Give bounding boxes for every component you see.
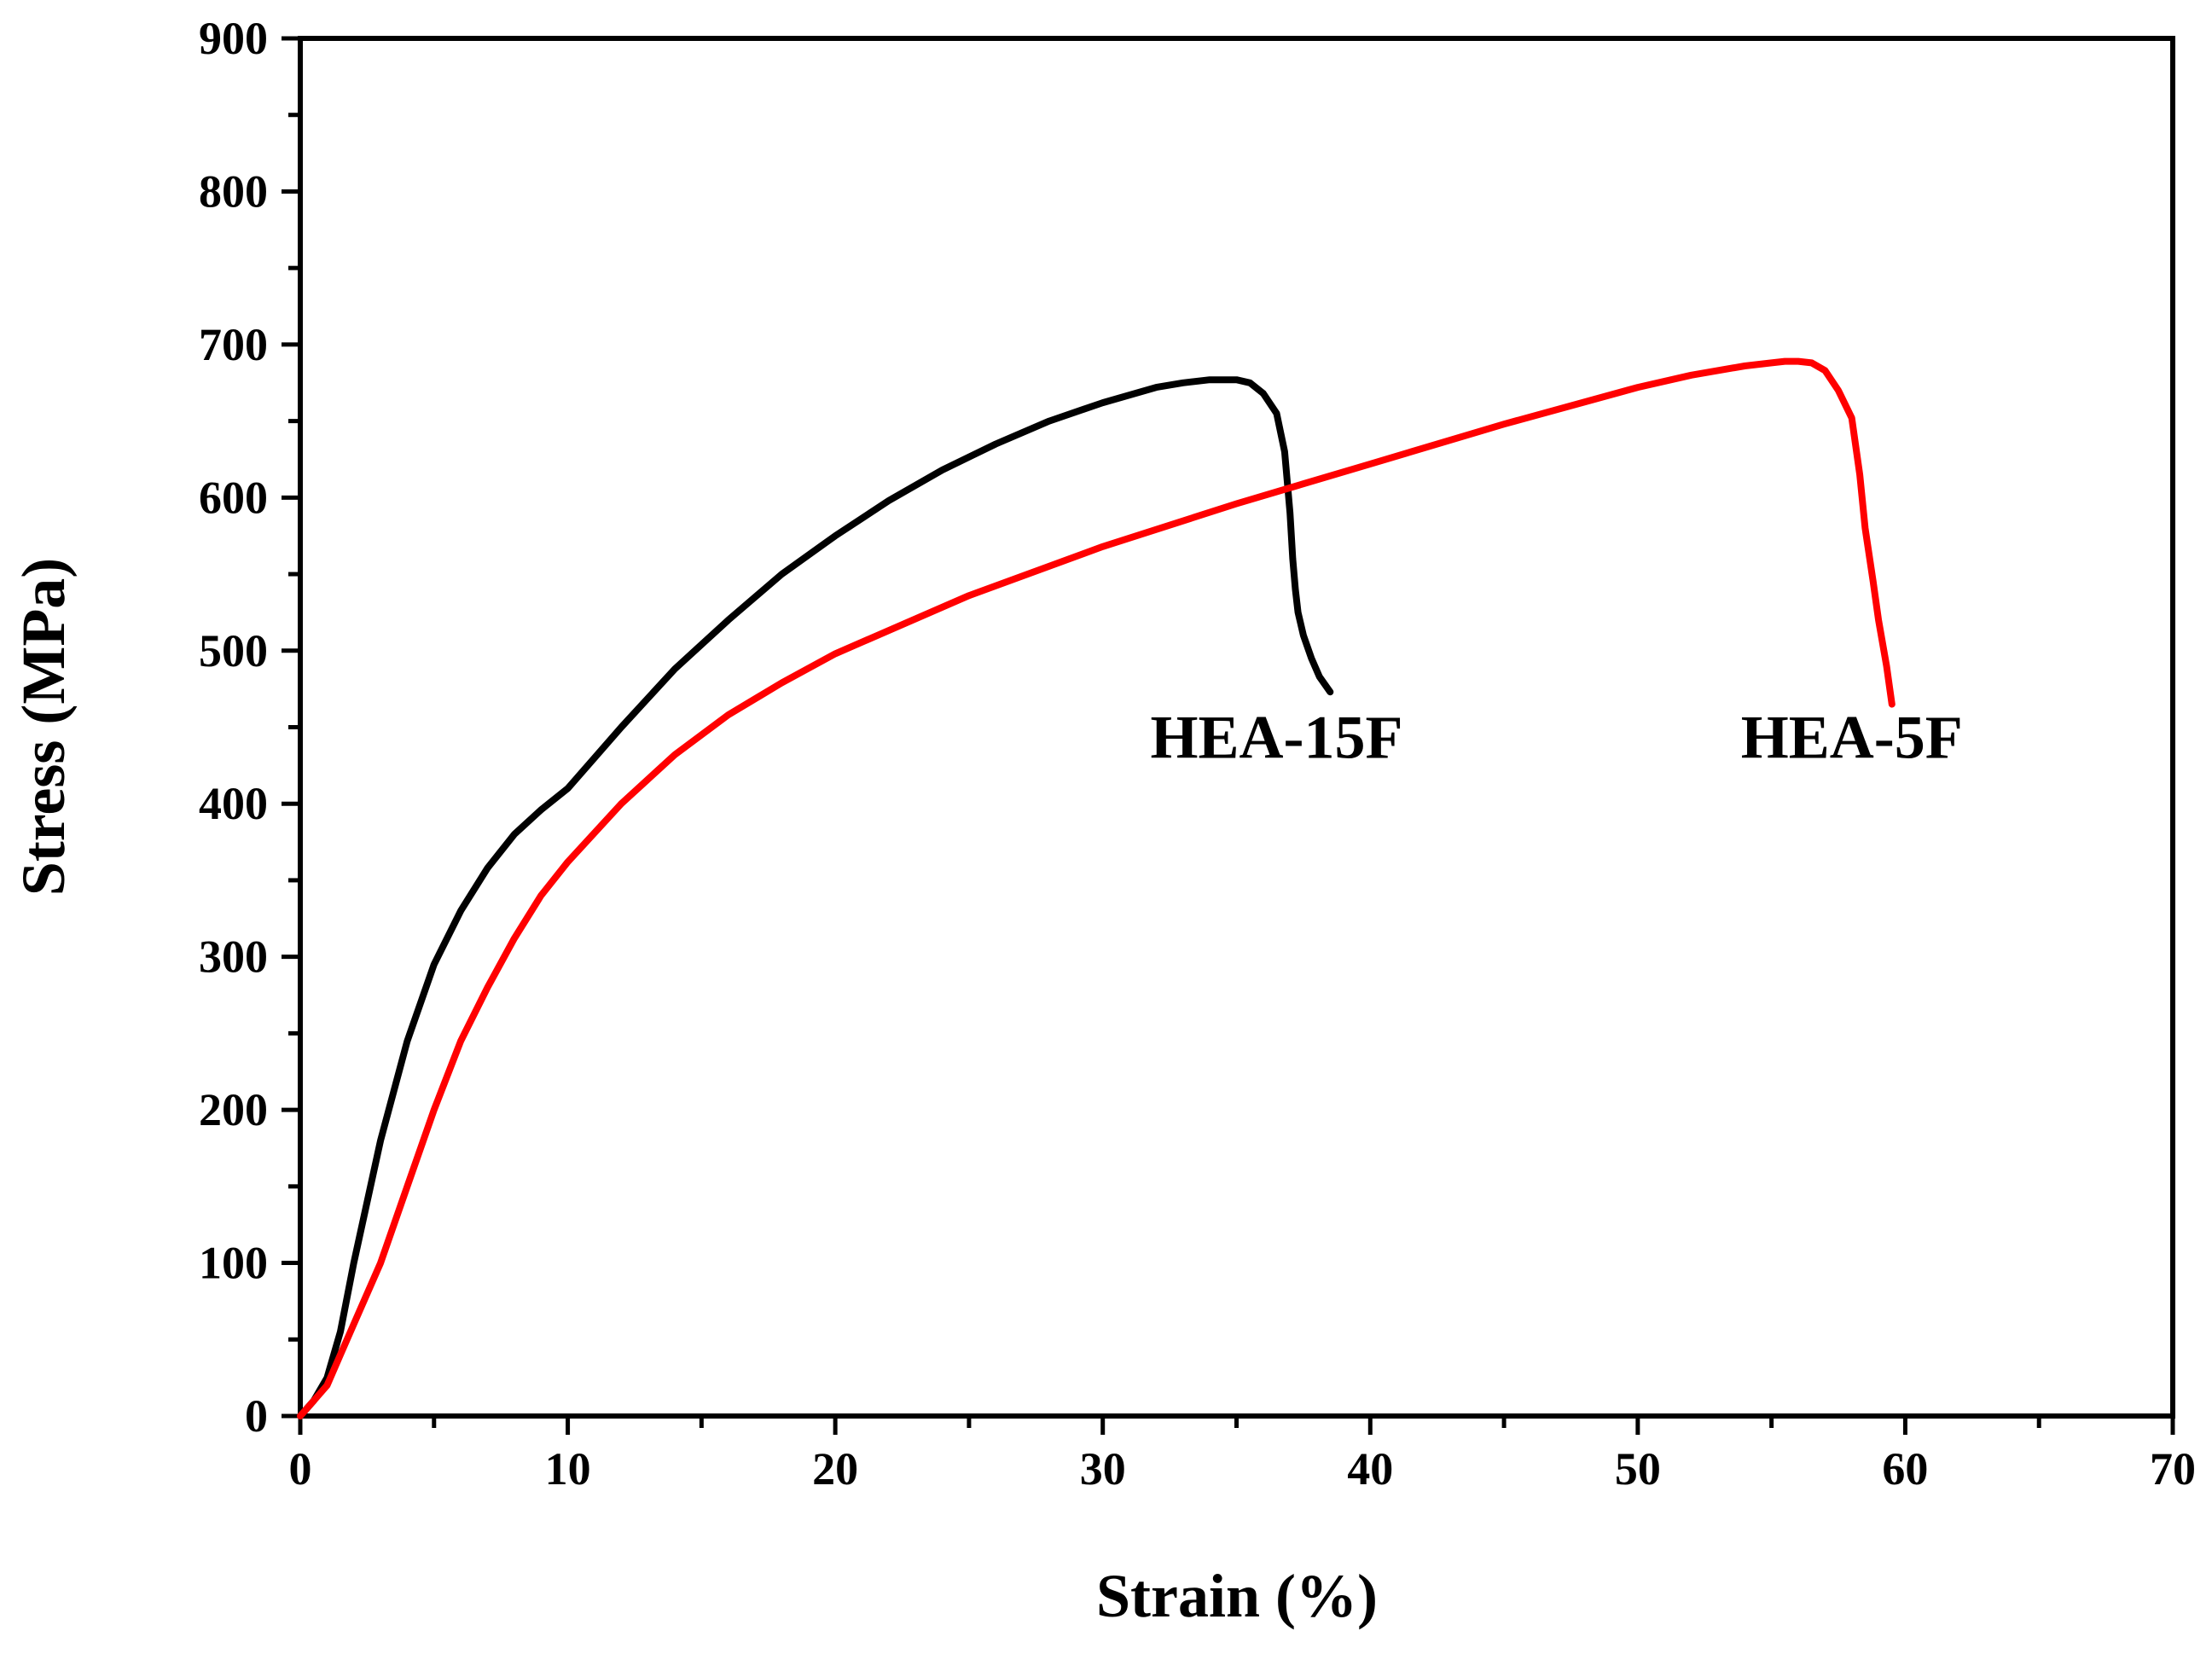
y-tick-label: 500 [199,625,268,676]
y-tick-label: 400 [199,778,268,829]
series-line-hea-15f [297,376,1334,1419]
x-tick-label: 40 [1347,1443,1393,1494]
x-tick-label: 20 [812,1443,858,1494]
y-tick-label: 0 [245,1390,268,1442]
x-tick-label: 0 [289,1443,312,1494]
x-axis-title: Strain (%) [1096,1562,1378,1630]
y-tick-label: 800 [199,165,268,217]
series-annotations: HEA-15F HEA-5F [1151,703,1963,771]
series-line-hea-5f [297,357,1896,1419]
y-tick-label: 100 [199,1238,268,1289]
series-lines [297,357,1896,1419]
x-tick-label: 10 [545,1443,591,1494]
x-tick-label: 60 [1882,1443,1928,1494]
axis-tick-labels: 0 10 20 30 40 50 60 700100200300400500600700800… [199,13,2196,1494]
series-label-hea-5f: HEA-5F [1741,703,1963,771]
series-label-hea-15f: HEA-15F [1151,703,1403,771]
x-tick-label: 50 [1615,1443,1661,1494]
y-tick-label: 700 [199,319,268,370]
x-tick-label: 30 [1080,1443,1126,1494]
y-tick-label: 200 [199,1084,268,1135]
x-tick-label: 70 [2150,1443,2196,1494]
y-tick-label: 600 [199,472,268,523]
axis-ticks [282,36,2175,1435]
y-axis-title: Stress (MPa) [9,558,78,897]
y-tick-label: 900 [199,13,268,64]
y-tick-label: 300 [199,931,268,983]
